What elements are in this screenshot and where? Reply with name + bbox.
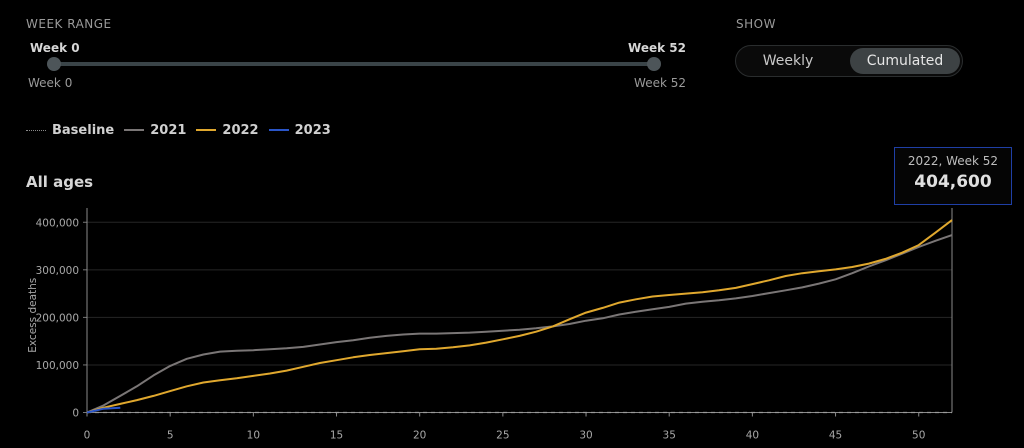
x-tick-label: 15 <box>330 430 343 442</box>
x-tick-label: 20 <box>413 430 426 442</box>
x-tick-label: 50 <box>912 430 925 442</box>
tooltip-value: 404,600 <box>914 172 992 192</box>
chart-legend: Baseline 2021 2022 2023 <box>26 121 341 139</box>
x-tick-label: 30 <box>579 430 592 442</box>
cumulated-option[interactable]: Cumulated <box>850 48 960 74</box>
y-tick-label: 200,000 <box>36 312 79 324</box>
week-range-label: WEEK RANGE <box>26 17 112 31</box>
y-tick-label: 100,000 <box>36 360 79 372</box>
range-max-label: Week 52 <box>634 76 686 90</box>
2022-swatch <box>196 129 217 131</box>
series-line-2022 <box>86 219 953 414</box>
week-range-slider[interactable]: Week 0 Week 52 Week 0 Week 52 <box>28 40 688 96</box>
x-tick-label: 35 <box>663 430 676 442</box>
show-toggle[interactable]: Weekly Cumulated <box>735 45 963 77</box>
x-tick-label: 45 <box>829 430 842 442</box>
y-tick-label: 400,000 <box>36 217 79 229</box>
range-end-value-label: Week 52 <box>628 41 686 55</box>
x-tick-label: 5 <box>167 430 174 442</box>
2023-swatch <box>268 129 289 131</box>
x-tick-label: 25 <box>496 430 509 442</box>
range-start-handle[interactable] <box>47 57 61 71</box>
legend-label: 2023 <box>294 122 331 138</box>
legend-item-2021[interactable]: 2021 <box>124 123 186 138</box>
range-min-label: Week 0 <box>28 76 73 90</box>
x-tick-label: 10 <box>247 430 260 442</box>
range-start-value-label: Week 0 <box>30 41 80 55</box>
data-tooltip: 2022, Week 52 404,600 <box>894 147 1012 205</box>
legend-item-2023[interactable]: 2023 <box>268 122 331 138</box>
slider-track[interactable] <box>53 62 655 66</box>
show-label: SHOW <box>736 17 776 31</box>
series-line-2021 <box>86 234 953 414</box>
baseline-swatch <box>26 129 46 131</box>
y-tick-label: 0 <box>72 408 79 420</box>
line-chart: 0 100,000 200,000 300,000 400,000 0 5 10 15 20 25 3… <box>27 208 953 442</box>
weekly-option[interactable]: Weekly <box>762 53 814 69</box>
x-tick-label: 0 <box>84 430 91 442</box>
legend-item-2022[interactable]: 2022 <box>196 122 259 138</box>
2021-swatch <box>124 129 145 131</box>
legend-label: 2022 <box>222 122 259 138</box>
series-line-2023 <box>86 406 121 414</box>
legend-label: 2021 <box>150 122 187 138</box>
range-end-handle[interactable] <box>647 57 661 71</box>
chart-title: All ages <box>26 173 94 191</box>
tooltip-title: 2022, Week 52 <box>907 154 999 168</box>
legend-item-baseline[interactable]: Baseline <box>26 123 114 138</box>
x-tick-label: 40 <box>746 430 759 442</box>
y-tick-label: 300,000 <box>36 265 79 277</box>
legend-label: Baseline <box>52 122 115 138</box>
y-axis-label: Excess deaths <box>27 278 39 353</box>
